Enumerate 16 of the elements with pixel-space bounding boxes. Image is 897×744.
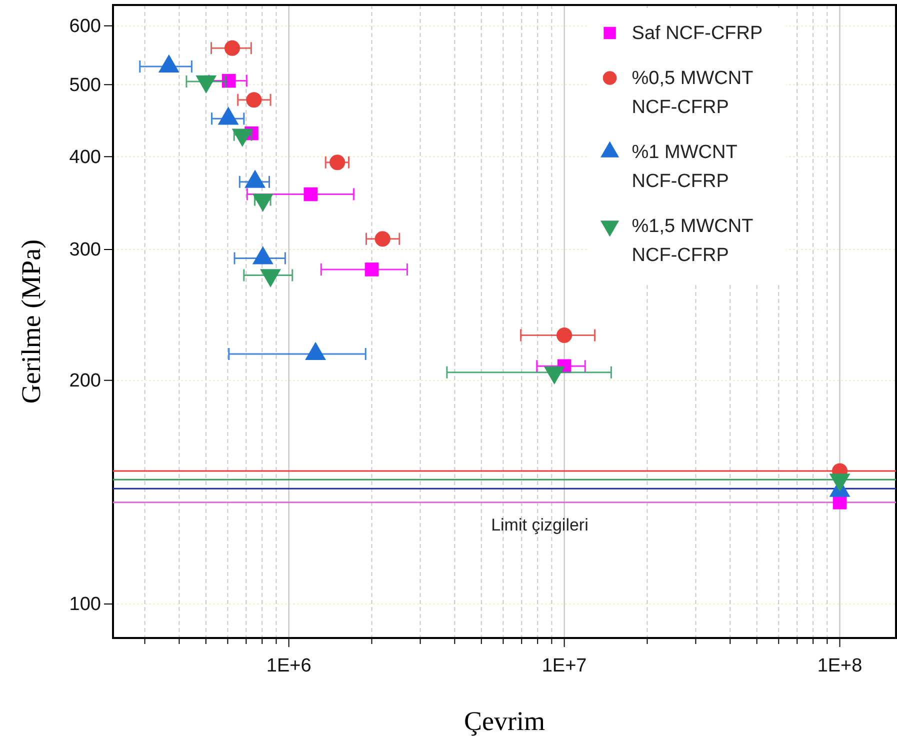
y-tick-label: 100 bbox=[69, 594, 101, 616]
x-tick-label: 1E+7 bbox=[542, 656, 587, 677]
y-axis-title: Gerilme (MPa) bbox=[16, 239, 46, 404]
y-tick-label: 400 bbox=[69, 146, 101, 168]
x-tick-label: 1E+6 bbox=[266, 656, 312, 677]
y-tick-label: 600 bbox=[69, 16, 101, 37]
legend-label: %1 MWCNT NCF-CFRP bbox=[632, 142, 738, 192]
x-axis-title: Çevrim bbox=[464, 706, 545, 736]
y-tick-label: 200 bbox=[69, 370, 101, 392]
legend-label: %0,5 MWCNT NCF-CFRP bbox=[632, 68, 754, 118]
x-tick-label: 1E+8 bbox=[817, 656, 862, 677]
legend-label: Saf NCF-CFRP bbox=[632, 23, 763, 44]
y-tick-label: 300 bbox=[69, 240, 101, 261]
annotation: Limit çizgileri bbox=[491, 515, 588, 534]
y-tick-label: 500 bbox=[69, 74, 101, 96]
legend-label: %1,5 MWCNT NCF-CFRP bbox=[632, 216, 754, 266]
